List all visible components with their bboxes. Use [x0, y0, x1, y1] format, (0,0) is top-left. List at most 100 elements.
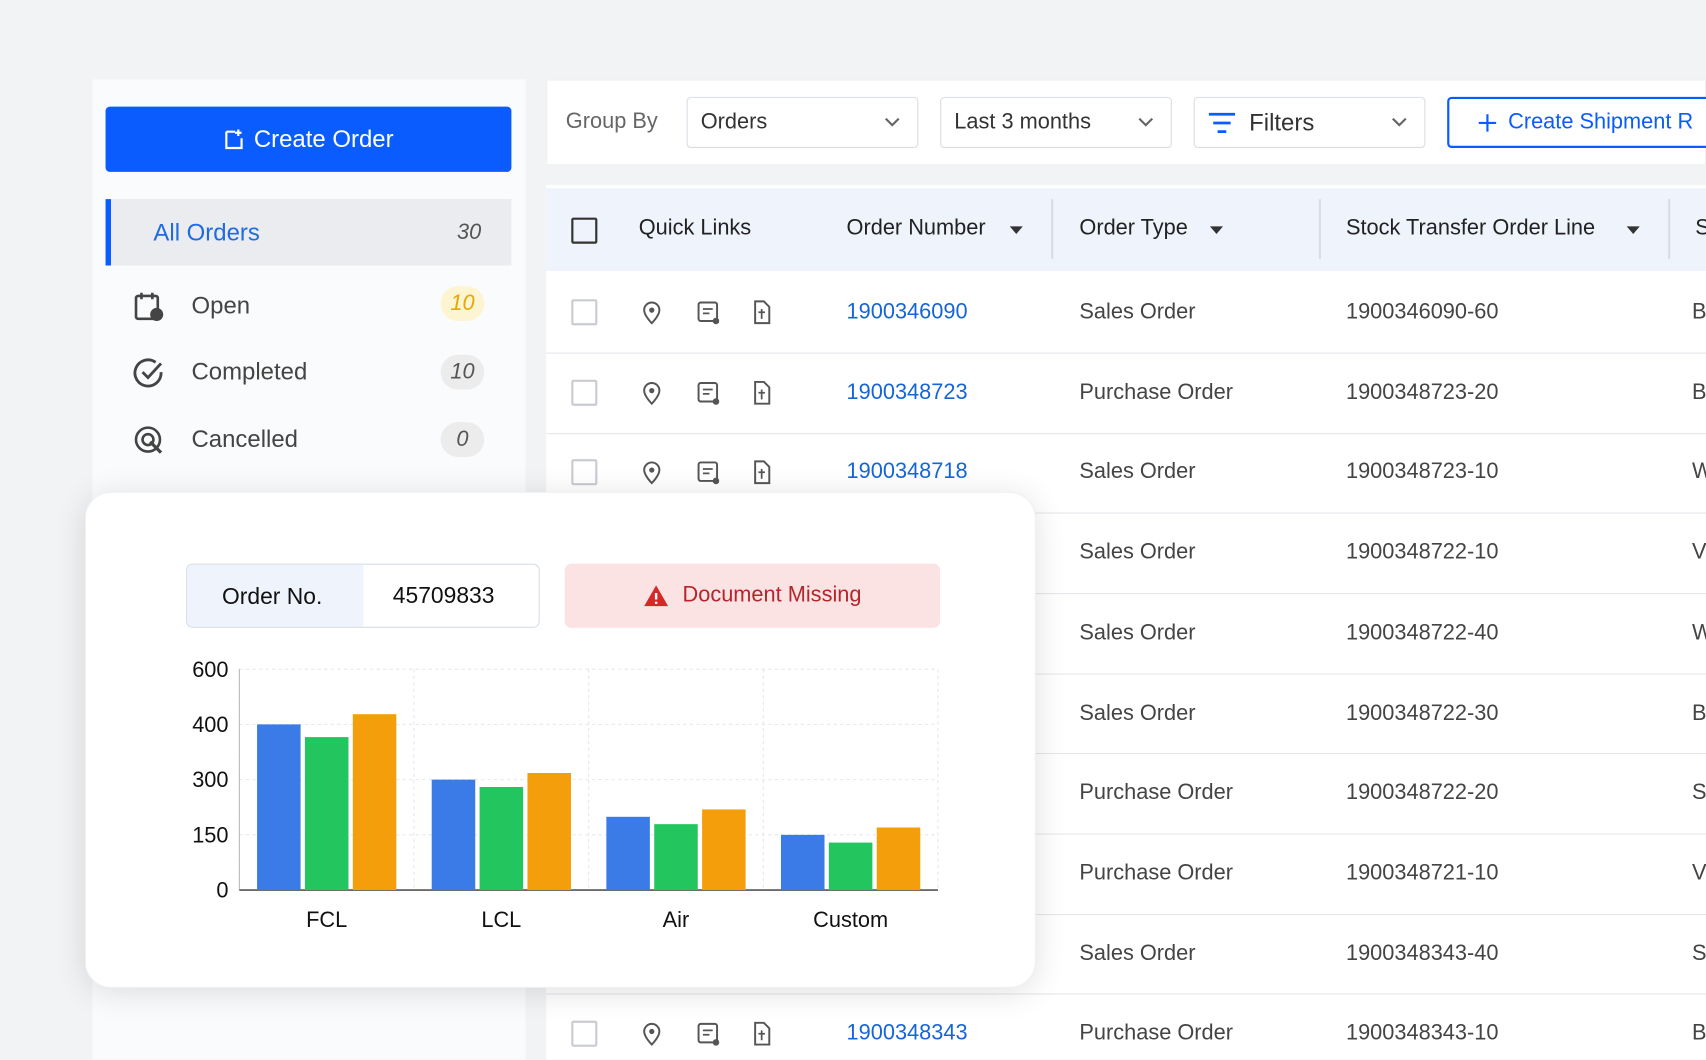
y-tick-label: 600: [192, 657, 228, 682]
order-type: Sales Order: [1079, 540, 1196, 565]
bar: [654, 824, 698, 891]
nav-label[interactable]: Open: [191, 291, 251, 319]
group-by-select[interactable]: Orders: [686, 96, 919, 148]
sto-line: 1900348723-10: [1345, 460, 1499, 485]
y-tick-label: 300: [192, 767, 228, 792]
nav-label[interactable]: Cancelled: [191, 425, 298, 453]
order-number-link[interactable]: 1900348343: [846, 1021, 968, 1046]
table-header: [546, 188, 1706, 271]
truncated-cell: S: [1691, 941, 1706, 966]
row-divider: [546, 673, 1706, 675]
column-divider: [1318, 199, 1321, 259]
period-select[interactable]: Last 3 months: [940, 96, 1172, 148]
nav-label: All Orders: [153, 218, 260, 246]
order-type: Purchase Order: [1079, 861, 1234, 886]
truncated-cell: B: [1691, 379, 1706, 404]
order-type: Sales Order: [1079, 460, 1196, 485]
order-number-link[interactable]: 1900348718: [846, 460, 968, 485]
row-divider: [546, 432, 1706, 434]
order-type: Sales Order: [1079, 700, 1196, 725]
filters-select[interactable]: Filters: [1193, 96, 1426, 148]
truncated-cell: B: [1691, 700, 1706, 725]
create-shipment-button[interactable]: Create Shipment R: [1447, 96, 1706, 148]
bar: [527, 772, 571, 891]
x-tick-label: FCL: [306, 907, 347, 932]
nav-item-active[interactable]: [105, 199, 512, 266]
row-divider: [546, 753, 1706, 755]
bar: [780, 834, 825, 891]
alert-text: Document Missing: [682, 583, 862, 608]
sort-icon[interactable]: [1009, 226, 1023, 234]
bar: [702, 809, 746, 891]
alert-badge: Document Missing: [564, 563, 941, 628]
row-divider: [546, 913, 1706, 915]
row-checkbox[interactable]: [571, 1020, 598, 1048]
order-no-field: [186, 563, 540, 628]
column-divider: [1051, 199, 1054, 259]
column-header: S: [1695, 216, 1706, 241]
bar: [828, 842, 873, 891]
order-type: Sales Order: [1079, 299, 1196, 324]
bar: [479, 786, 524, 891]
nav-label[interactable]: Completed: [191, 357, 308, 386]
bar: [304, 737, 349, 891]
truncated-cell: B: [1691, 299, 1706, 324]
column-divider: [1668, 199, 1671, 259]
quick-links[interactable]: [639, 299, 780, 325]
sto-line: 1900348723-20: [1345, 379, 1499, 404]
quick-links[interactable]: [639, 379, 780, 405]
select-value: Last 3 months: [954, 109, 1091, 134]
button-label: Create Order: [253, 125, 394, 153]
sort-icon[interactable]: [1209, 226, 1224, 234]
row-divider: [546, 352, 1706, 354]
row-checkbox[interactable]: [571, 299, 598, 326]
truncated-cell: B: [1691, 1021, 1706, 1046]
order-number-link[interactable]: 1900346090: [846, 299, 968, 324]
quick-links[interactable]: [639, 460, 780, 486]
row-divider: [546, 833, 1706, 835]
order-number-link[interactable]: 1900348723: [846, 379, 968, 404]
button-label: Create Shipment R: [1508, 109, 1694, 134]
order-type: Purchase Order: [1079, 780, 1234, 805]
nav-count: 10: [440, 354, 485, 390]
x-tick-label: Custom: [813, 907, 888, 932]
bar: [352, 714, 397, 891]
sto-line: 1900348343-10: [1345, 1021, 1499, 1046]
row-divider: [546, 592, 1706, 595]
row-divider: [546, 993, 1706, 995]
column-header: Quick Links: [638, 215, 752, 240]
truncated-cell: S: [1691, 780, 1706, 805]
sto-line: 1900348722-20: [1345, 780, 1499, 805]
truncated-cell: V: [1691, 540, 1706, 565]
bar: [257, 724, 301, 891]
cancelled-icon: [134, 426, 163, 454]
row-checkbox[interactable]: [571, 379, 598, 406]
truncated-cell: W: [1692, 621, 1706, 646]
sto-line: 1900348343-40: [1345, 941, 1499, 966]
bar: [431, 779, 476, 891]
nav-count: 0: [440, 422, 485, 458]
sort-icon[interactable]: [1626, 226, 1640, 234]
select-all-checkbox[interactable]: [571, 217, 598, 244]
x-tick-label: LCL: [481, 907, 521, 932]
truncated-cell: V: [1691, 861, 1706, 886]
column-header[interactable]: Order Type: [1079, 215, 1188, 240]
order-type: Sales Order: [1079, 941, 1196, 966]
sto-line: 1900348722-30: [1345, 700, 1499, 725]
field-label: Order No.: [221, 584, 323, 610]
truncated-cell: W: [1692, 460, 1706, 485]
bar: [876, 827, 921, 891]
create-order-button[interactable]: Create Order: [105, 106, 512, 172]
row-divider: [546, 512, 1706, 514]
order-type: Purchase Order: [1079, 379, 1234, 404]
row-checkbox[interactable]: [571, 459, 598, 486]
open-icon: [134, 292, 164, 321]
quick-links[interactable]: [639, 1021, 780, 1047]
field-value: 45709833: [392, 583, 495, 609]
order-type: Purchase Order: [1079, 1021, 1234, 1046]
column-header[interactable]: Stock Transfer Order Line: [1345, 215, 1596, 240]
column-header[interactable]: Order Number: [846, 215, 986, 240]
